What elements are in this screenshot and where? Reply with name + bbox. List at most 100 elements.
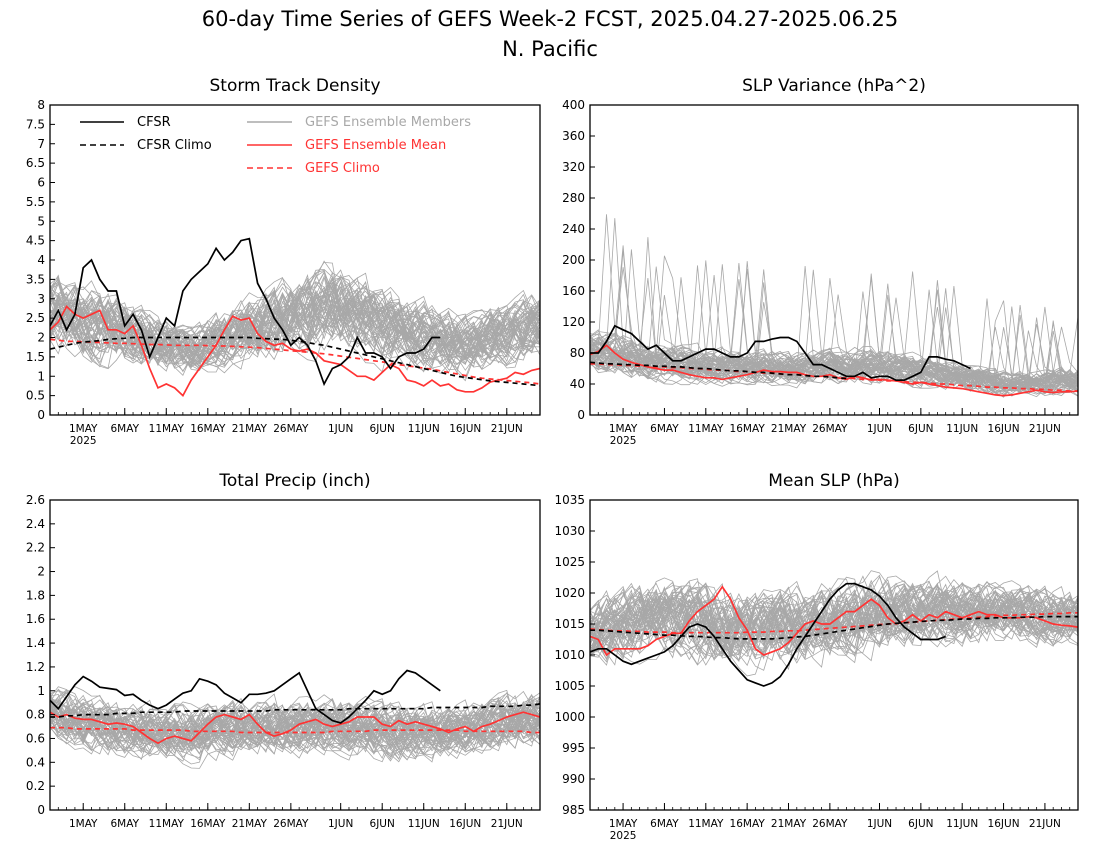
ensemble-members bbox=[590, 570, 1078, 677]
y-tick-label: 320 bbox=[562, 160, 585, 174]
y-tick-label: 0 bbox=[577, 408, 585, 422]
y-tick-label: 160 bbox=[562, 284, 585, 298]
ensemble-member-line bbox=[50, 694, 540, 753]
ensemble-member-line bbox=[50, 268, 540, 356]
ensemble-member-line bbox=[590, 307, 1078, 389]
x-tick-label: 11MAY bbox=[688, 423, 724, 435]
x-tick-label: 21MAY bbox=[771, 423, 807, 435]
x-tick-label: 11JUN bbox=[408, 423, 440, 435]
y-tick-label: 2.4 bbox=[26, 517, 45, 531]
ensemble-members bbox=[50, 260, 540, 382]
ensemble-member-line bbox=[590, 278, 1078, 397]
y-tick-label: 1010 bbox=[554, 648, 585, 662]
y-tick-label: 280 bbox=[562, 191, 585, 205]
x-tick-label: 6MAY bbox=[650, 423, 679, 435]
ensemble-member-line bbox=[50, 279, 540, 364]
cfsr-climo-line bbox=[50, 703, 540, 718]
ensemble-member-line bbox=[50, 689, 540, 765]
y-tick-label: 1000 bbox=[554, 710, 585, 724]
y-tick-label: 995 bbox=[562, 741, 585, 755]
y-tick-label: 4.5 bbox=[26, 234, 45, 248]
y-tick-label: 0 bbox=[37, 408, 45, 422]
ensemble-member-line bbox=[590, 586, 1078, 651]
legend-gefs-climo-label: GEFS Climo bbox=[305, 161, 380, 176]
x-tick-label: 6JUN bbox=[370, 423, 395, 435]
y-tick-label: 6 bbox=[37, 176, 45, 190]
y-tick-label: 3 bbox=[37, 292, 45, 306]
x-tick-label: 6JUN bbox=[908, 423, 933, 435]
ensemble-member-line bbox=[590, 342, 1078, 393]
chart-panel-total-precip: Total Precip (inch) 0 0.2 0.4 0.6 0.8 1 1.2 1.4 1… bbox=[26, 471, 541, 830]
y-tick-label: 240 bbox=[562, 222, 585, 236]
x-tick-label: 21MAY bbox=[232, 818, 268, 830]
ensemble-member-line bbox=[50, 301, 540, 358]
ensemble-member-line bbox=[590, 294, 1078, 392]
x-tick-label: 6JUN bbox=[370, 818, 395, 830]
y-tick-label: 7 bbox=[37, 137, 45, 151]
x-tick-label: 26MAY bbox=[812, 818, 848, 830]
ensemble-member-line bbox=[590, 264, 1078, 389]
ensemble-member-line bbox=[50, 689, 540, 748]
x-tick-label: 16MAY bbox=[190, 818, 226, 830]
cfsr-climo-line bbox=[590, 615, 1078, 640]
ensemble-member-line bbox=[50, 702, 540, 753]
legend-members-label: GEFS Ensemble Members bbox=[305, 115, 471, 130]
panel-title: Mean SLP (hPa) bbox=[768, 471, 900, 491]
ensemble-member-line bbox=[590, 349, 1078, 391]
ensemble-member-line bbox=[50, 301, 540, 368]
y-tick-label: 2.2 bbox=[26, 541, 45, 555]
y-tick-label: 0.8 bbox=[26, 708, 45, 722]
gefs-climo-line bbox=[50, 338, 540, 385]
x-tick-label: 1JUN bbox=[867, 423, 892, 435]
x-tick-year-label: 2025 bbox=[70, 435, 97, 447]
x-tick-label: 1JUN bbox=[328, 423, 353, 435]
y-tick-label: 7.5 bbox=[26, 117, 45, 131]
y-tick-label: 1025 bbox=[554, 555, 585, 569]
x-tick-label: 16JUN bbox=[988, 818, 1020, 830]
chart-panel-slp-variance: SLP Variance (hPa^2) 0 40 80 120 160 200 240 280… bbox=[562, 76, 1079, 447]
ensemble-member-line bbox=[50, 284, 540, 372]
y-tick-label: 5 bbox=[37, 214, 45, 228]
y-tick-label: 2.5 bbox=[26, 311, 45, 325]
ensemble-member-line bbox=[50, 269, 540, 363]
x-tick-label: 26MAY bbox=[812, 423, 848, 435]
x-tick-label: 1MAY bbox=[69, 818, 98, 830]
y-tick-label: 1 bbox=[37, 684, 45, 698]
y-tick-label: 0 bbox=[37, 803, 45, 817]
cfsr-line bbox=[50, 669, 441, 724]
x-tick-label: 21MAY bbox=[771, 818, 807, 830]
y-tick-label: 8 bbox=[37, 98, 45, 112]
panel-title: SLP Variance (hPa^2) bbox=[742, 76, 926, 96]
y-tick-label: 0.6 bbox=[26, 731, 45, 745]
ensemble-member-line bbox=[590, 570, 1078, 649]
cfsr-line bbox=[50, 237, 441, 387]
plot-frame bbox=[49, 499, 541, 811]
x-tick-year-label: 2025 bbox=[610, 435, 637, 447]
ensemble-member-line bbox=[590, 582, 1078, 639]
x-tick-label: 21MAY bbox=[232, 423, 268, 435]
y-tick-label: 990 bbox=[562, 772, 585, 786]
y-tick-label: 1.5 bbox=[26, 350, 45, 364]
y-tick-label: 40 bbox=[570, 377, 585, 391]
x-tick-year-label: 2025 bbox=[610, 830, 637, 842]
y-tick-label: 360 bbox=[562, 129, 585, 143]
figure-subtitle: N. Pacific bbox=[502, 37, 598, 61]
y-tick-label: 120 bbox=[562, 315, 585, 329]
x-tick-label: 16JUN bbox=[988, 423, 1020, 435]
plot-area bbox=[590, 570, 1078, 687]
y-tick-label: 80 bbox=[570, 346, 585, 360]
y-tick-label: 5.5 bbox=[26, 195, 45, 209]
legend-cfsr-label: CFSR bbox=[137, 115, 171, 130]
x-tick-label: 1MAY bbox=[609, 423, 638, 435]
ens-mean-line bbox=[50, 305, 540, 397]
y-tick-label: 985 bbox=[562, 803, 585, 817]
x-tick-label: 16JUN bbox=[449, 818, 481, 830]
x-tick-label: 1JUN bbox=[867, 818, 892, 830]
x-tick-label: 26MAY bbox=[273, 423, 309, 435]
ensemble-member-line bbox=[50, 698, 540, 769]
x-tick-label: 16MAY bbox=[730, 423, 766, 435]
x-tick-label: 16MAY bbox=[730, 818, 766, 830]
x-tick-label: 11JUN bbox=[946, 423, 978, 435]
y-tick-label: 0.5 bbox=[26, 389, 45, 403]
plot-frame bbox=[589, 499, 1079, 811]
